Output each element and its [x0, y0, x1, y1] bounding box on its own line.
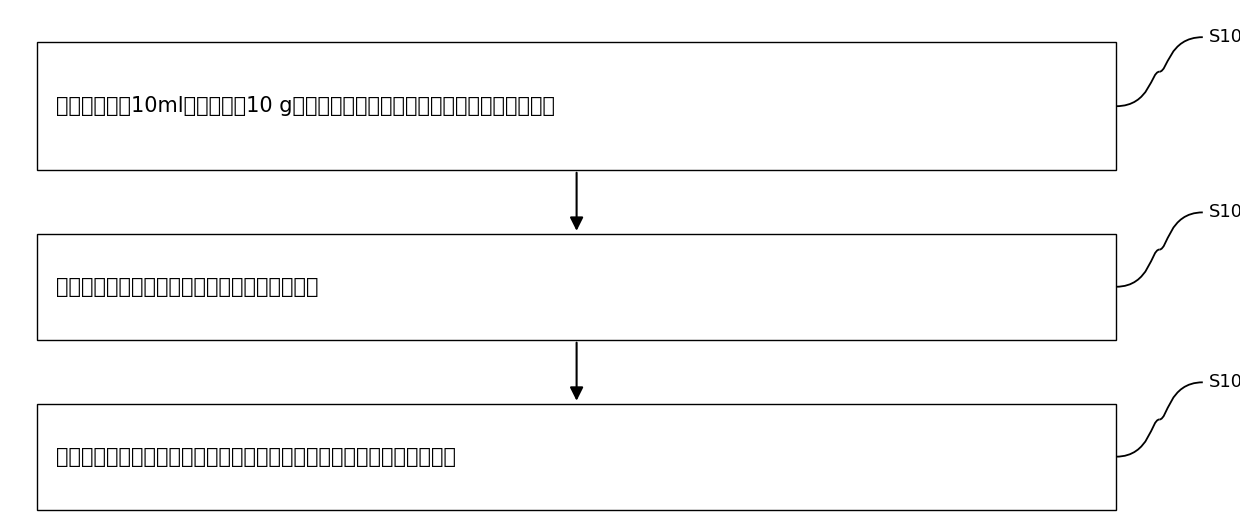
FancyBboxPatch shape	[37, 42, 1116, 170]
FancyBboxPatch shape	[37, 234, 1116, 340]
Text: 将所述光催化剂前驱体重结晶，得到重结晶产物: 将所述光催化剂前驱体重结晶，得到重结晶产物	[56, 277, 319, 297]
Text: S101: S101	[1209, 28, 1240, 46]
FancyBboxPatch shape	[37, 404, 1116, 510]
Text: S103: S103	[1209, 373, 1240, 391]
Text: S102: S102	[1209, 203, 1240, 221]
Text: 在坩埚中加入10ml去离子水，10 g尿素和碳酸锶，均匀混合后得到光催化剂前驱体: 在坩埚中加入10ml去离子水，10 g尿素和碳酸锶，均匀混合后得到光催化剂前驱体	[56, 96, 554, 116]
Text: 将所述重结晶产物热处理，得到氧化锶团簇修饰的无定型氮化碳光催化剂: 将所述重结晶产物热处理，得到氧化锶团簇修饰的无定型氮化碳光催化剂	[56, 447, 456, 467]
